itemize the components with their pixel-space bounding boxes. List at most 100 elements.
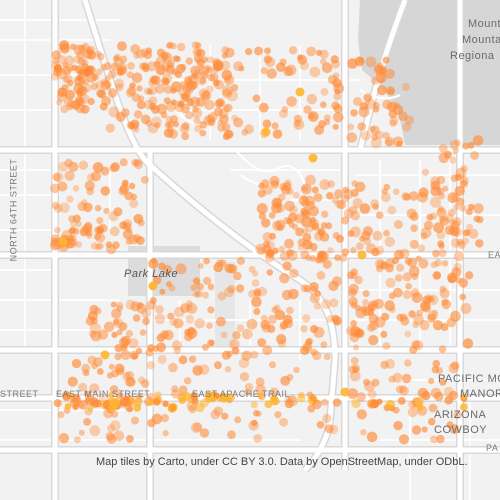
heat-point: [272, 220, 283, 231]
heat-point: [377, 85, 388, 96]
heat-point: [178, 355, 188, 365]
heat-point: [356, 392, 366, 402]
heat-point: [148, 96, 158, 106]
heat-point-hot: [261, 127, 271, 137]
heat-point: [125, 237, 133, 245]
heat-point: [303, 105, 312, 114]
heat-point: [422, 295, 432, 305]
heat-point: [432, 359, 441, 368]
heat-point: [316, 271, 326, 280]
heat-point: [331, 196, 340, 204]
heat-point: [246, 318, 258, 330]
heat-point: [116, 304, 123, 312]
heat-point: [339, 253, 348, 262]
heat-point: [362, 289, 370, 298]
heat-point: [227, 430, 236, 440]
heat-point: [417, 244, 426, 253]
heat-point: [251, 419, 258, 427]
heat-point: [260, 314, 268, 322]
heat-point: [96, 242, 104, 250]
heat-point: [73, 436, 81, 444]
heat-point: [297, 54, 304, 61]
heat-point: [167, 312, 175, 320]
heat-point: [156, 342, 167, 353]
heat-point: [139, 329, 147, 336]
map-attribution[interactable]: Map tiles by Carto, under CC BY 3.0. Dat…: [96, 456, 468, 468]
heat-point: [73, 55, 82, 64]
heat-point: [428, 377, 435, 385]
heat-point-hot: [357, 250, 367, 260]
heat-point: [167, 59, 175, 68]
heat-point: [181, 391, 191, 401]
heat-point: [320, 341, 328, 349]
heat-point: [217, 291, 227, 301]
heat-point: [417, 191, 428, 203]
heat-point: [170, 99, 177, 106]
heat-point: [90, 82, 99, 91]
heat-point: [288, 46, 298, 55]
heat-point: [132, 314, 141, 322]
heat-point: [226, 90, 238, 102]
heat-point: [114, 78, 125, 89]
heat-point: [70, 220, 77, 228]
heat-point-hot: [340, 387, 350, 397]
heat-point: [302, 232, 312, 242]
heat-point: [93, 232, 102, 241]
heat-point: [214, 99, 224, 108]
heat-point: [50, 237, 60, 247]
heat-point: [406, 208, 417, 219]
heat-point: [405, 282, 412, 290]
label-pa-edge: PA: [486, 443, 499, 453]
heat-point: [269, 175, 280, 186]
heat-point: [80, 104, 90, 114]
heat-point: [350, 320, 358, 327]
heat-point: [199, 129, 207, 137]
heat-point: [229, 339, 240, 350]
heat-point: [282, 314, 293, 325]
heat-point: [173, 318, 184, 329]
heat-point: [70, 234, 77, 242]
heat-point: [163, 97, 171, 105]
heat-point: [387, 205, 397, 215]
heat-point: [367, 323, 376, 332]
heat-point: [73, 44, 85, 56]
heat-point: [159, 288, 166, 295]
heat-point: [254, 46, 264, 56]
heat-point: [257, 189, 266, 198]
heat-point: [306, 93, 318, 105]
heat-point: [221, 52, 228, 59]
heat-point: [253, 434, 263, 443]
heat-point: [136, 303, 147, 314]
heat-point: [373, 64, 384, 74]
heat-point: [456, 197, 465, 206]
heat-point: [160, 111, 168, 119]
heat-point: [253, 288, 262, 296]
heat-point: [309, 285, 318, 295]
heat-point: [267, 314, 277, 324]
heat-point: [108, 391, 115, 399]
label-arizona: ARIZONA: [434, 409, 487, 421]
heat-point: [194, 124, 202, 133]
heat-point: [418, 258, 429, 269]
heat-point: [447, 272, 458, 283]
heat-point: [94, 243, 102, 251]
heat-point: [388, 292, 396, 300]
label-east-apache: EAST APACHE TRAIL: [192, 389, 291, 399]
heat-point: [212, 59, 224, 71]
heat-point: [72, 403, 79, 411]
heat-point: [381, 188, 388, 195]
heat-point: [72, 185, 80, 192]
heat-point: [233, 61, 244, 72]
label-park-lake: Park Lake: [124, 268, 179, 280]
label-mountain-3: Regiona: [450, 50, 495, 62]
heat-point: [231, 346, 240, 355]
heat-point: [427, 417, 436, 426]
heat-point: [118, 322, 128, 331]
heat-point: [82, 78, 89, 86]
heat-point: [178, 100, 185, 108]
heat-point: [120, 349, 131, 360]
heat-point: [383, 229, 390, 237]
heat-point: [225, 263, 236, 274]
